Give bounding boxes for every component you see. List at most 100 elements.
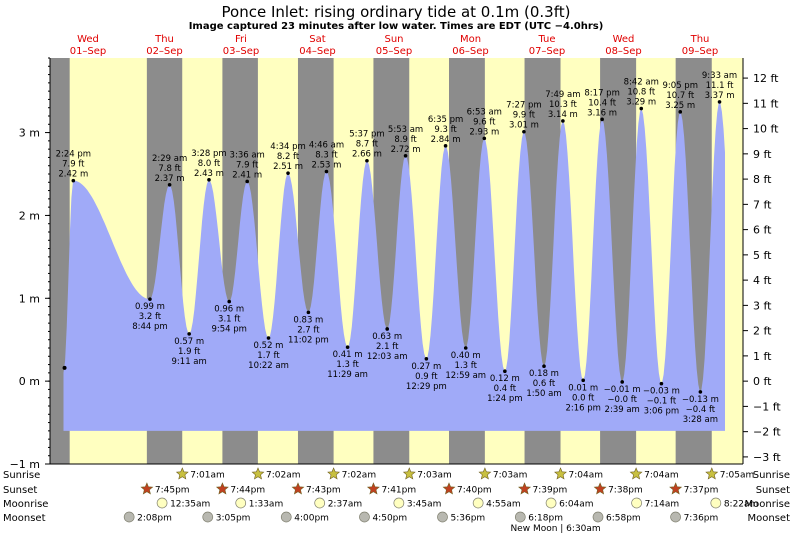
moonset-row-label-right: Moonset	[748, 513, 791, 524]
star-icon	[629, 467, 643, 480]
star-icon	[554, 467, 567, 480]
high-tide-feet: 9.6 ft	[473, 117, 496, 127]
left-axis-tick-label: 0 m	[19, 375, 40, 388]
high-tide-time: 5:53 am	[388, 125, 423, 135]
day-date: 06–Sep	[452, 46, 489, 57]
low-tide-feet: −0.4 ft	[686, 405, 716, 415]
tide-point	[542, 364, 546, 369]
low-tide-feet: 2.7 ft	[297, 325, 320, 335]
night-band	[50, 58, 70, 464]
right-axis-tick-label: 8 ft	[753, 173, 772, 186]
low-tide-time: 3:06 pm	[644, 407, 679, 417]
moonrise-row-label-left: Moonrise	[3, 499, 48, 510]
high-tide-feet: 7.8 ft	[158, 164, 181, 174]
day-name: Mon	[460, 34, 481, 45]
moon-disc-icon	[514, 511, 526, 523]
moonrise-time: 6:04am	[559, 500, 594, 510]
low-tide-feet: 0.6 ft	[533, 379, 556, 389]
high-tide-feet: 9.3 ft	[434, 125, 457, 135]
low-tide-meters: 0.99 m	[135, 302, 165, 312]
high-tide-time: 2:24 pm	[56, 150, 91, 160]
low-tide-feet: 3.2 ft	[139, 312, 162, 322]
low-tide-time: 1:50 am	[526, 389, 561, 399]
low-tide-time: 12:59 am	[445, 371, 486, 381]
tide-point	[581, 378, 586, 383]
low-tide-meters: 0.57 m	[174, 337, 204, 347]
tide-point	[345, 345, 350, 349]
star-icon	[175, 467, 189, 480]
low-tide-feet: 1.7 ft	[257, 351, 280, 361]
tide-point	[324, 169, 329, 174]
right-axis-tick-label: −1 ft	[753, 400, 781, 413]
sunset-time: 7:43pm	[306, 486, 341, 496]
low-tide-feet: −0.0 ft	[607, 395, 637, 405]
star-icon	[327, 467, 341, 480]
moonrise-row-label-right: Moonrise	[745, 499, 790, 510]
low-tide-meters: 0.01 m	[568, 383, 598, 393]
moonrise-time: 3:45am	[407, 500, 442, 510]
day-date: 03–Sep	[223, 46, 260, 57]
low-tide-time: 2:39 am	[605, 405, 640, 415]
high-tide-feet: 10.8 ft	[627, 88, 655, 98]
moon-disc-icon	[592, 511, 604, 523]
left-axis-tick-label: −1 m	[10, 458, 40, 471]
axes: −1 m 0 m 1 m 2 m 3 m −3 ft −2 ft −1 ft 0 ft 1 ft 2…	[10, 57, 781, 471]
high-tide-meters: 3.16 m	[587, 108, 617, 118]
day-name: Thu	[690, 34, 710, 45]
high-tide-time: 7:49 am	[545, 90, 580, 100]
moon-disc-icon	[631, 497, 642, 509]
moon-disc-icon	[670, 511, 681, 523]
tide-point	[148, 297, 152, 301]
tide-point	[266, 336, 271, 340]
right-axis-tick-label: 5 ft	[753, 249, 772, 262]
high-tide-meters: 2.51 m	[273, 162, 303, 172]
low-tide-feet: 1.3 ft	[336, 360, 359, 370]
day-date: 07–Sep	[529, 46, 566, 57]
star-icon	[366, 482, 380, 495]
chart-subtitle: Image captured 23 minutes after low wate…	[189, 21, 604, 32]
moon-disc-icon	[393, 497, 405, 509]
day-date: 05–Sep	[376, 46, 413, 57]
sunrise-time: 7:04am	[644, 471, 679, 481]
day-name: Fri	[235, 34, 247, 45]
low-tide-feet: 0.0 ft	[572, 393, 595, 403]
high-tide-time: 8:17 pm	[584, 88, 619, 98]
high-tide-meters: 3.25 m	[665, 101, 695, 111]
high-tide-time: 4:46 am	[309, 141, 344, 151]
moonrise-time: 1:33am	[249, 500, 283, 510]
low-tide-time: 12:29 pm	[406, 382, 447, 392]
tide-point	[443, 144, 448, 148]
tide-water-area	[63, 103, 725, 431]
day-name: Wed	[77, 34, 99, 45]
tide-point	[561, 119, 565, 123]
high-tide-meters: 3.37 m	[705, 91, 735, 101]
low-tide-feet: −0.1 ft	[647, 397, 677, 407]
moon-disc-icon	[156, 497, 168, 509]
high-tide-time: 4:34 pm	[270, 142, 305, 152]
high-tide-feet: 9.9 ft	[513, 111, 536, 121]
day-date: 01–Sep	[70, 46, 107, 57]
high-tide-meters: 3.29 m	[626, 98, 656, 108]
sunrise-row-label-right: Sunrise	[753, 470, 790, 481]
sunset-time: 7:38pm	[608, 486, 643, 496]
high-tide-feet: 8.0 ft	[198, 159, 221, 169]
moonset-time: 3:05pm	[216, 514, 251, 524]
low-tide-meters: 0.12 m	[490, 374, 520, 384]
low-tide-feet: 1.3 ft	[455, 361, 478, 371]
day-name: Sun	[384, 34, 403, 45]
moonset-time: 4:00pm	[294, 514, 329, 524]
right-axis-tick-label: 9 ft	[753, 148, 772, 161]
moonrise-time: 2:37am	[328, 500, 363, 510]
moonset-time: 4:50pm	[372, 514, 407, 524]
moonrise-time: 12:35am	[170, 500, 210, 510]
day-name: Tue	[537, 34, 555, 45]
high-tide-feet: 8.9 ft	[394, 135, 417, 145]
sunrise-time: 7:02am	[266, 471, 301, 481]
tide-point	[639, 106, 644, 111]
tide-point	[187, 332, 191, 336]
day-date: 09–Sep	[682, 46, 719, 57]
tide-point	[600, 117, 604, 122]
high-tide-feet: 7.9 ft	[62, 160, 85, 170]
high-tide-meters: 3.14 m	[548, 110, 578, 120]
